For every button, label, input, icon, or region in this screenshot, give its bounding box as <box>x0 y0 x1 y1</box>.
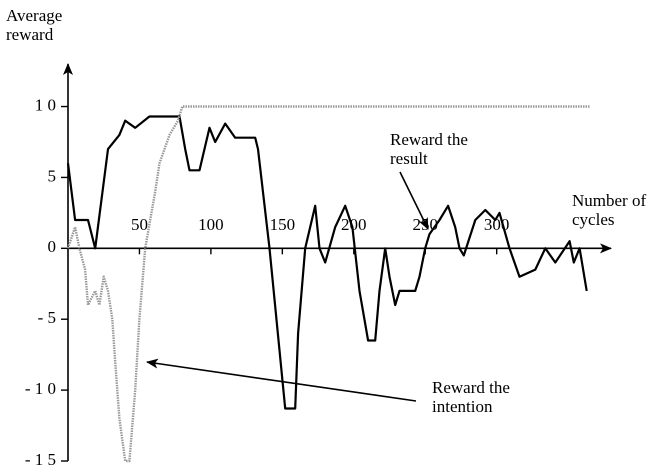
y-tick-label: 0 <box>48 237 57 256</box>
y-tick-label: - 1 0 <box>25 379 56 398</box>
y-tick-label: 5 <box>48 166 57 185</box>
data-line <box>66 105 590 463</box>
annotation: Reward the intention <box>432 378 510 416</box>
y-tick-label: - 5 <box>38 308 56 327</box>
annotation-arrow <box>399 171 429 230</box>
y-axis-label: Average reward <box>6 6 63 44</box>
y-tick-label: 1 0 <box>35 95 56 114</box>
x-tick-label: 200 <box>341 215 367 234</box>
x-axis-label: Number of cycles <box>572 191 647 229</box>
y-tick-label: - 1 5 <box>25 450 56 466</box>
x-tick-label: 100 <box>198 215 224 234</box>
x-tick-label: 150 <box>270 215 296 234</box>
data-line <box>66 115 588 410</box>
x-tick-label: 50 <box>131 215 148 234</box>
annotation: Reward the result <box>390 130 468 168</box>
x-tick-label: 250 <box>412 215 438 234</box>
